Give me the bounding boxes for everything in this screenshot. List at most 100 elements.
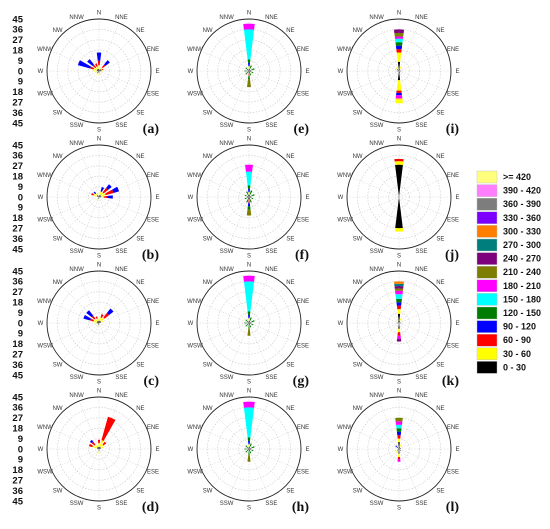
grid-spoke — [98, 428, 148, 450]
petal-segment — [397, 335, 401, 340]
petal-segment — [248, 318, 250, 321]
direction-label: SW — [53, 111, 63, 117]
radial-tick-label: 27 — [12, 287, 23, 298]
petal-segment — [399, 449, 401, 451]
direction-label: N — [247, 263, 251, 269]
petal-segment — [98, 71, 100, 74]
direction-label: NNE — [415, 267, 428, 273]
direction-label: N — [247, 11, 251, 17]
direction-label: WNW — [337, 173, 353, 179]
outer-circle — [46, 144, 152, 250]
petal-segment — [98, 68, 100, 71]
petal-segment — [395, 197, 403, 229]
petal-segment — [249, 317, 252, 321]
grid-spoke — [200, 50, 250, 72]
petal-segment — [251, 197, 254, 200]
petal-segment — [247, 185, 251, 189]
grid-spoke — [248, 412, 286, 450]
petal-segment — [251, 323, 254, 326]
grid-spoke — [98, 176, 148, 198]
grid-spoke — [62, 196, 100, 234]
panel-label: (d) — [142, 500, 159, 515]
petal-segment — [248, 197, 250, 200]
petal-segment — [396, 428, 402, 432]
panel-label: (a) — [143, 122, 160, 137]
outer-circle — [46, 18, 152, 124]
radial-tick-label: 45 — [12, 392, 23, 403]
radial-tick-label: 45 — [12, 14, 23, 25]
grid-ring — [57, 281, 141, 365]
direction-label: N — [247, 389, 251, 395]
petal-segment — [244, 194, 247, 197]
radial-tick-label: 27 — [12, 350, 23, 361]
petal-segment — [398, 449, 400, 454]
petal-segment — [101, 193, 106, 197]
petal-segment — [397, 435, 401, 439]
direction-label: N — [397, 11, 401, 17]
petal-segment — [245, 171, 253, 186]
petal-segment — [248, 194, 250, 197]
petal-segment — [395, 98, 403, 104]
petal-segment — [243, 29, 255, 60]
petal-segment — [249, 447, 252, 449]
petal-segment — [96, 322, 99, 324]
petal-segment — [395, 290, 403, 295]
direction-label: S — [97, 506, 101, 512]
legend-label: 360 - 390 — [503, 199, 541, 209]
direction-label: NW — [353, 154, 363, 160]
petal-segment — [100, 314, 104, 318]
petal-segment — [398, 453, 400, 458]
grid-spoke — [98, 400, 120, 450]
radial-tick-label: 27 — [12, 224, 23, 235]
petal-segment — [94, 322, 97, 324]
grid-ring — [77, 175, 121, 219]
petal-segment — [393, 29, 405, 34]
petal-segment — [101, 320, 104, 323]
petal-segment — [99, 69, 101, 71]
petal-segment — [98, 65, 100, 69]
petal-segment — [106, 308, 114, 316]
grid-spoke — [50, 196, 100, 218]
grid-spoke — [98, 70, 148, 92]
grid-spoke — [248, 50, 298, 72]
petal-segment — [91, 193, 94, 196]
grid-spoke — [350, 302, 400, 324]
direction-label: WSW — [187, 218, 203, 224]
direction-label: W — [338, 321, 344, 327]
radial-tick-label: 36 — [12, 403, 23, 414]
radial-tick-label: 9 — [18, 77, 23, 88]
grid-spoke — [212, 412, 250, 450]
direction-label: ESE — [447, 218, 459, 224]
direction-label: E — [155, 69, 159, 75]
grid-spoke — [50, 176, 100, 198]
petal-segment — [243, 401, 255, 408]
direction-label: NW — [353, 28, 363, 34]
direction-label: NE — [436, 28, 444, 34]
direction-label: NNE — [115, 393, 128, 399]
direction-label: SE — [286, 363, 294, 369]
petal-segment — [101, 446, 104, 449]
direction-label: ESE — [297, 92, 309, 98]
direction-label: NE — [286, 154, 294, 160]
grid-spoke — [362, 286, 400, 324]
grid-spoke — [398, 412, 436, 450]
grid-spoke — [248, 22, 270, 72]
petal-segment — [248, 314, 250, 319]
grid-spoke — [62, 286, 100, 324]
direction-label: NW — [203, 28, 213, 34]
wind-rose-panel — [346, 396, 452, 502]
grid-spoke — [362, 34, 400, 72]
petal-segment — [396, 52, 402, 62]
petal-segment — [248, 325, 250, 329]
grid-spoke — [398, 196, 448, 218]
petal-segment — [249, 323, 251, 326]
petal-segment — [101, 68, 104, 71]
petal-segment — [395, 294, 403, 299]
legend-swatch — [476, 266, 498, 279]
petal-segment — [396, 431, 402, 436]
petal-segment — [112, 186, 120, 193]
grid-ring — [357, 155, 441, 239]
grid-spoke — [248, 70, 286, 108]
direction-label: S — [247, 506, 251, 512]
direction-label: ESE — [147, 344, 159, 350]
